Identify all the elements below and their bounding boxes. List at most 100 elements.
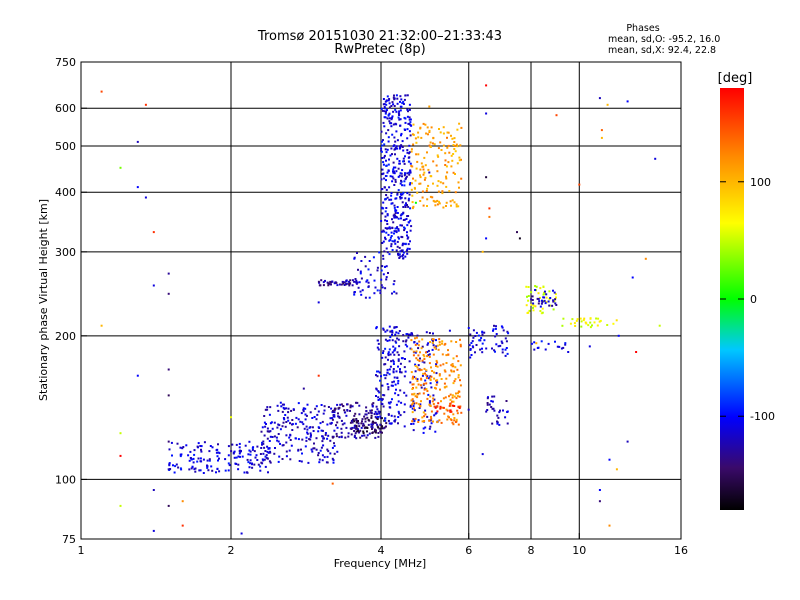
data-point xyxy=(353,434,356,437)
data-point xyxy=(441,192,444,195)
data-point xyxy=(388,348,391,351)
data-point xyxy=(227,469,230,472)
data-point xyxy=(188,459,191,462)
data-point xyxy=(596,324,599,327)
data-point xyxy=(411,388,414,390)
data-point xyxy=(206,459,209,462)
data-point xyxy=(382,405,385,408)
data-point xyxy=(444,164,447,166)
data-point xyxy=(377,370,380,373)
data-point xyxy=(199,469,202,472)
data-point xyxy=(395,94,398,97)
data-point xyxy=(389,122,392,125)
data-point xyxy=(266,427,269,430)
data-point xyxy=(321,454,324,457)
data-point xyxy=(306,403,309,406)
data-point xyxy=(399,118,402,121)
data-point xyxy=(419,384,422,387)
data-point xyxy=(416,191,419,194)
data-point xyxy=(384,417,387,420)
data-point xyxy=(355,437,358,440)
data-point xyxy=(430,175,433,178)
data-point xyxy=(341,423,344,426)
data-point xyxy=(402,340,405,343)
data-point xyxy=(385,247,388,250)
data-point xyxy=(504,337,507,340)
data-point xyxy=(399,368,401,371)
data-point xyxy=(389,238,392,241)
data-point xyxy=(390,245,393,248)
data-point xyxy=(382,257,385,260)
data-point xyxy=(554,302,557,305)
data-point xyxy=(421,338,424,341)
data-point xyxy=(393,216,396,219)
data-point xyxy=(406,115,409,118)
data-point xyxy=(493,349,496,352)
data-point xyxy=(305,425,308,428)
data-point xyxy=(456,162,459,165)
data-point xyxy=(400,132,403,135)
data-point xyxy=(449,398,452,401)
data-point xyxy=(392,110,395,113)
data-point xyxy=(167,504,170,507)
data-point xyxy=(426,205,428,207)
data-point xyxy=(417,364,420,367)
data-point xyxy=(309,438,312,441)
data-point xyxy=(402,219,405,221)
data-point xyxy=(284,414,287,416)
data-point xyxy=(400,217,402,220)
data-point xyxy=(260,461,263,464)
data-point xyxy=(589,317,592,320)
data-point xyxy=(440,149,443,151)
data-point xyxy=(401,236,404,239)
data-point xyxy=(424,413,427,416)
data-point xyxy=(491,422,494,425)
data-point xyxy=(457,423,460,426)
data-point xyxy=(387,136,390,139)
data-point xyxy=(428,131,431,133)
data-point xyxy=(424,123,427,126)
data-point xyxy=(469,348,472,351)
data-point xyxy=(460,158,462,161)
data-point xyxy=(388,422,391,425)
data-point xyxy=(324,279,326,282)
data-point xyxy=(357,429,359,432)
data-point xyxy=(494,327,497,330)
data-point xyxy=(404,129,407,131)
data-point xyxy=(436,361,439,364)
data-point xyxy=(386,371,389,374)
data-point xyxy=(393,420,396,423)
data-point xyxy=(369,409,372,412)
data-point xyxy=(256,445,259,448)
data-point xyxy=(385,374,388,377)
data-point xyxy=(392,359,395,362)
data-point xyxy=(425,351,427,354)
data-point xyxy=(398,412,401,415)
data-point xyxy=(348,280,350,283)
data-point xyxy=(403,350,406,353)
data-point xyxy=(269,461,272,464)
data-point xyxy=(404,340,407,343)
data-point xyxy=(428,400,431,403)
data-point xyxy=(418,369,421,372)
data-point xyxy=(446,136,448,139)
data-point xyxy=(441,190,444,193)
data-point xyxy=(152,284,155,287)
data-point xyxy=(364,413,367,416)
data-point xyxy=(441,353,444,356)
data-point xyxy=(410,339,413,342)
data-point xyxy=(458,156,461,159)
data-point xyxy=(439,407,442,410)
data-point xyxy=(356,401,359,404)
data-point xyxy=(412,405,415,407)
data-point xyxy=(303,427,306,430)
data-point xyxy=(435,363,438,366)
data-point xyxy=(406,172,409,175)
data-point xyxy=(555,114,558,117)
data-point xyxy=(167,394,170,397)
data-point xyxy=(455,397,458,400)
data-point xyxy=(422,204,425,207)
data-point xyxy=(406,94,409,97)
data-point xyxy=(364,417,367,420)
data-point xyxy=(215,471,217,474)
